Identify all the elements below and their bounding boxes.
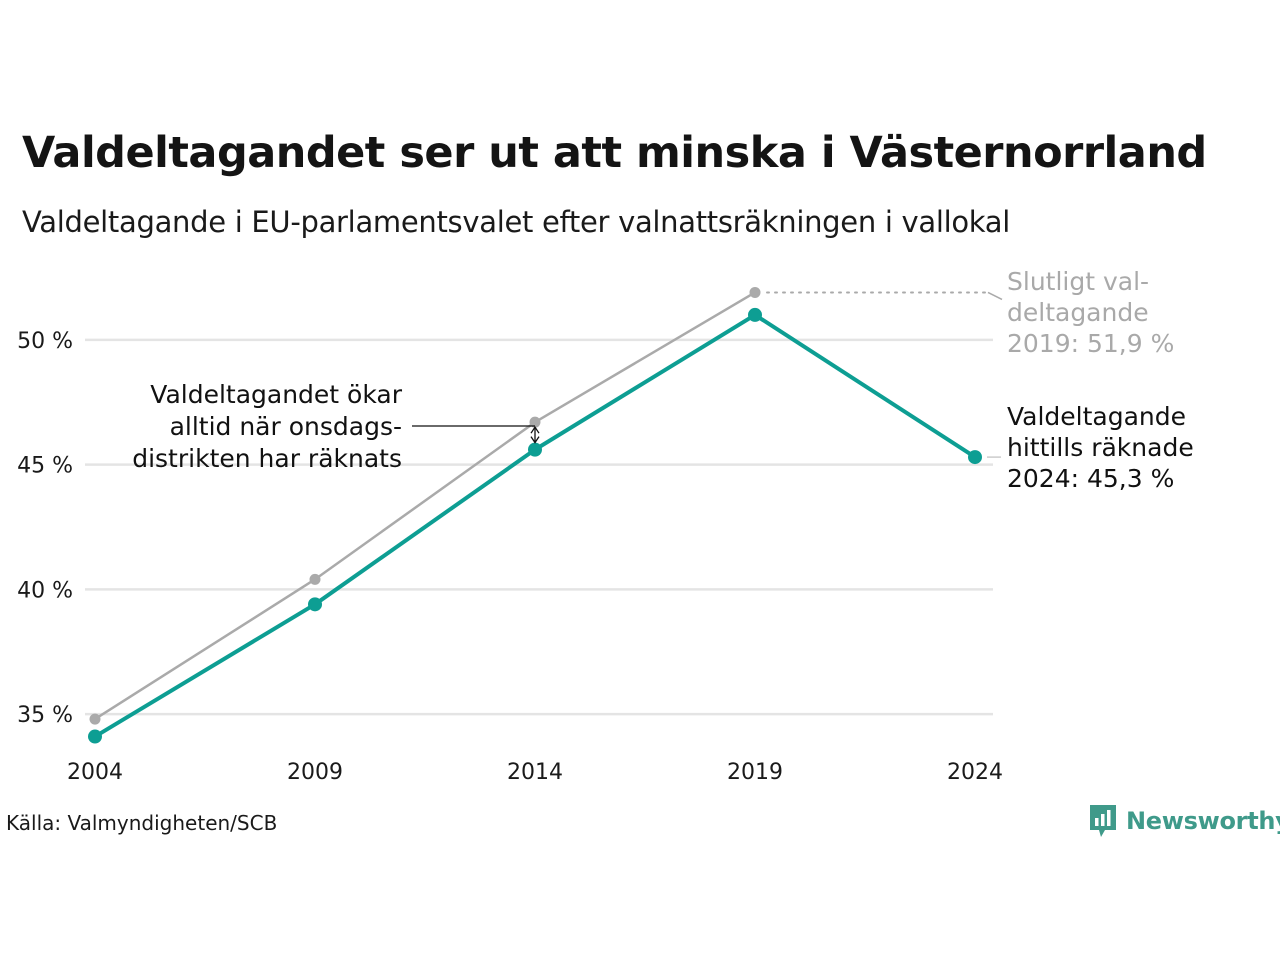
x-tick-label: 2024: [947, 760, 1003, 785]
annotations: Slutligt val-deltagande 2019: 51,9 % Valde…: [132, 267, 1193, 493]
data-point-final: [749, 286, 761, 298]
annotation-line: 2024: 45,3 %: [1007, 464, 1174, 493]
annotation-line: Valdeltagande: [1007, 402, 1186, 431]
annotation-line: deltagande: [1007, 298, 1149, 327]
x-tick-label: 2004: [67, 760, 123, 785]
arrow-up-icon: [530, 426, 540, 434]
data-point-election-night: [88, 729, 102, 744]
newsworthy-logo-icon: [1090, 805, 1116, 837]
series-line-final: [94, 291, 756, 721]
annotation-line: Valdeltagandet ökar: [150, 380, 402, 409]
newsworthy-logo: Newsworthy: [1088, 803, 1280, 839]
annotation-wednesday: Valdeltagandet ökar alltid när onsdags-di…: [132, 380, 402, 473]
annotation-line: alltid när onsdags-: [170, 412, 402, 441]
data-point-election-night: [308, 597, 322, 612]
data-point-election-night: [968, 450, 982, 465]
y-tick-label: 40 %: [17, 578, 73, 603]
annotation-current-2024: Valdeltagande hittills räknade 2024: 45,3 …: [1007, 402, 1194, 493]
series-lines: [88, 286, 982, 744]
annotation-line: 2019: 51,9 %: [1007, 329, 1174, 358]
chart-subtitle: Valdeltagande i EU-parlamentsvalet efter…: [22, 205, 1010, 239]
chart-title: Valdeltagandet ser ut att minska i Väste…: [22, 128, 1207, 178]
y-tick-label: 35 %: [17, 703, 73, 728]
y-tick-label: 50 %: [17, 329, 73, 354]
data-point-final: [309, 573, 321, 585]
y-tick-label: 45 %: [17, 454, 73, 479]
x-tick-label: 2019: [727, 760, 783, 785]
x-tick-label: 2014: [507, 760, 563, 785]
x-tick-label: 2009: [287, 760, 343, 785]
annotation-final-2019: Slutligt val-deltagande 2019: 51,9 %: [1007, 267, 1174, 358]
data-point-final: [529, 416, 541, 428]
arrow-down-icon: [530, 436, 540, 444]
annotation-line: Slutligt val-: [1007, 267, 1149, 296]
data-point-election-night: [748, 307, 762, 322]
logo-text: Newsworthy: [1126, 807, 1280, 835]
series-line-election-night: [93, 312, 977, 739]
x-axis-ticks: 2004 2009 2014 2019 2024: [67, 760, 1003, 785]
y-axis-ticks: 35 % 40 % 45 % 50 %: [17, 329, 73, 728]
data-point-election-night: [528, 442, 542, 457]
annotation-line: distrikten har räknats: [132, 444, 402, 473]
source-note: Källa: Valmyndigheten/SCB: [6, 811, 278, 835]
grid-lines: [85, 338, 993, 716]
data-point-final: [89, 713, 101, 725]
leader-tick: [987, 291, 1003, 301]
annotation-line: hittills räknade: [1007, 433, 1194, 462]
